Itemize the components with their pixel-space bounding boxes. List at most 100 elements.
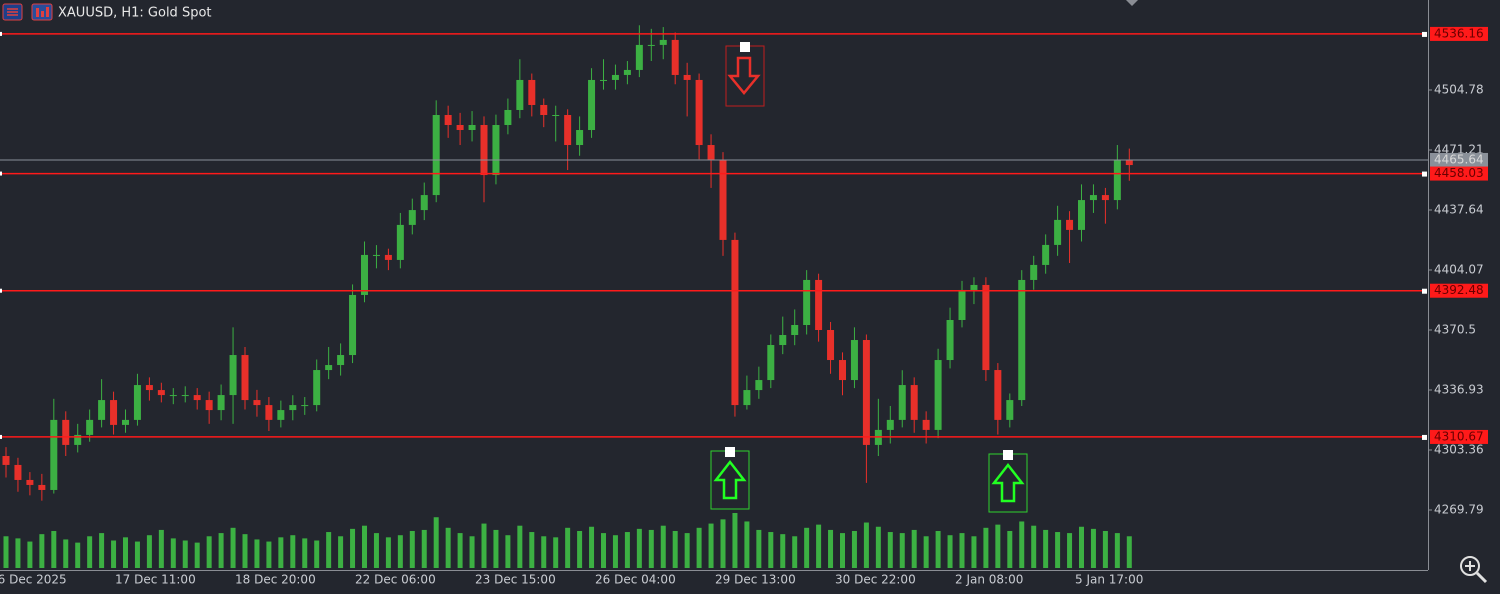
volume-bar <box>1090 528 1096 568</box>
zoom-lens <box>1460 556 1480 576</box>
candle-body <box>803 279 811 325</box>
candle-body <box>886 419 894 430</box>
volume-bar <box>421 529 427 568</box>
down-arrow <box>727 56 761 95</box>
volume-bar <box>1043 529 1049 568</box>
candle-body <box>528 79 536 105</box>
candle-body <box>325 365 333 371</box>
volume-bar <box>397 535 403 568</box>
candle-body <box>743 390 751 406</box>
buy-arrow <box>710 447 750 510</box>
candle-body <box>2 456 10 465</box>
arrow-anchor[interactable] <box>725 447 735 457</box>
volume-bar <box>577 530 583 568</box>
volume-bar <box>1126 536 1132 568</box>
volume-bar <box>732 513 738 568</box>
candle-body <box>408 210 416 225</box>
candle-body <box>480 125 488 176</box>
candle-body <box>1101 195 1109 201</box>
volume-bar <box>660 525 666 568</box>
zoom-button[interactable] <box>1460 556 1488 584</box>
volume-bar <box>39 534 45 568</box>
last-price-label: 4465.64 <box>1434 152 1484 166</box>
volume-bar <box>541 536 547 568</box>
arrow-anchor[interactable] <box>1003 450 1013 460</box>
x-tick-label: 22 Dec 06:00 <box>355 573 436 587</box>
buy-arrow <box>988 450 1028 513</box>
plot-area: 4269.79 4303.36 4336.93 4370.5 4404.07 4437.6… <box>0 25 1488 587</box>
volume-bar <box>780 534 786 568</box>
candle-body <box>779 335 787 346</box>
volume-bar <box>170 538 176 568</box>
candle-body <box>611 74 619 80</box>
level-price-label: 4536.16 <box>1434 26 1484 40</box>
candle-body <box>396 224 404 260</box>
candle-body <box>1030 264 1038 280</box>
x-tick-label: 16 Dec 2025 <box>0 573 67 587</box>
candle-body <box>635 44 643 70</box>
candle-body <box>1054 219 1062 245</box>
volume-bar <box>99 533 105 568</box>
volume-bar <box>517 525 523 568</box>
candle-body <box>707 145 715 161</box>
candle-body <box>994 370 1002 420</box>
candle-body <box>516 79 524 110</box>
volume-bar <box>63 539 69 568</box>
candle-body <box>934 360 942 430</box>
candle-body <box>623 69 631 75</box>
volume-bar <box>804 527 810 568</box>
volume-bar <box>995 524 1001 568</box>
volume-bar <box>529 532 535 568</box>
y-tick-label: 4269.79 <box>1434 503 1484 517</box>
volume-bar <box>326 532 332 568</box>
candle-body <box>576 130 584 146</box>
volume-bar <box>1055 532 1061 568</box>
candle-body <box>420 195 428 211</box>
volume-bar <box>899 533 905 568</box>
up-arrow <box>713 459 747 500</box>
volume-bar <box>230 527 236 568</box>
x-tick-label: 23 Dec 15:00 <box>475 573 556 587</box>
volume-bar <box>696 527 702 568</box>
volume-bar <box>123 537 128 568</box>
candle-body <box>791 324 799 336</box>
candle-body <box>815 279 823 331</box>
volume-bar <box>601 533 606 568</box>
y-tick-label: 4336.93 <box>1434 383 1484 397</box>
candle-body <box>1042 244 1050 265</box>
volume-bar <box>1102 530 1108 568</box>
volume-bar <box>744 521 750 568</box>
candle-body <box>1006 400 1014 420</box>
candle-body <box>719 160 727 240</box>
volume-bar <box>720 519 726 568</box>
volume-bar <box>1114 533 1120 568</box>
candle-body <box>169 395 177 397</box>
candle-body <box>26 479 34 485</box>
candle-body <box>1018 279 1026 401</box>
candle-body <box>181 395 189 397</box>
candle-body <box>265 405 273 420</box>
candle-body <box>647 44 655 46</box>
volume-bar <box>481 523 487 568</box>
candle-body <box>432 114 440 196</box>
candle-body <box>910 385 918 420</box>
scroll-marker[interactable] <box>1126 0 1138 6</box>
volume-bar <box>362 525 367 568</box>
candle-body <box>1125 160 1133 166</box>
volume-bar <box>314 540 320 568</box>
candle-body <box>193 395 201 401</box>
candle-body <box>1066 219 1074 230</box>
candle-body <box>468 125 476 131</box>
level-handle <box>0 288 2 293</box>
candle-body <box>277 410 285 420</box>
candle-body <box>827 330 835 361</box>
volume-bar <box>457 533 463 568</box>
volume-bar <box>15 538 21 568</box>
arrow-anchor[interactable] <box>740 42 750 52</box>
volume-bar <box>385 537 391 568</box>
volume-bar <box>242 534 248 568</box>
volume-bar <box>684 533 690 568</box>
volume-bar <box>911 529 917 568</box>
chart-title: XAUUSD, H1: Gold Spot <box>58 6 212 21</box>
sell-arrow <box>725 42 765 107</box>
